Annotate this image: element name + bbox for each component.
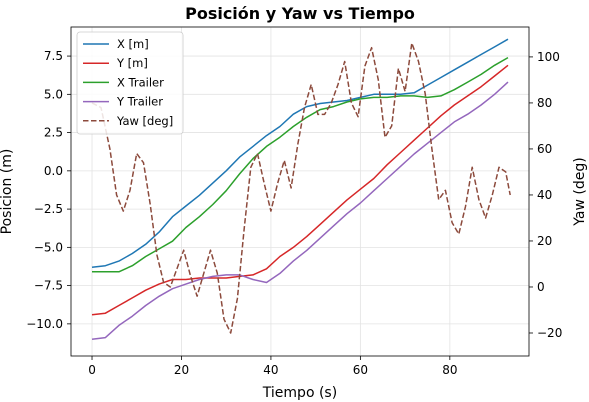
- y2-tick-label: −20: [537, 326, 562, 340]
- y-tick-label: −5.0: [34, 240, 63, 254]
- y2-tick-label: 100: [537, 50, 560, 64]
- legend-label: X Trailer: [117, 75, 164, 89]
- chart-title: Posición y Yaw vs Tiempo: [185, 4, 415, 23]
- x-tick-label: 80: [442, 363, 457, 377]
- y-tick-label: −2.5: [34, 202, 63, 216]
- x-axis-title: Tiempo (s): [262, 385, 337, 401]
- legend-label: Y Trailer: [116, 95, 163, 109]
- legend-label: Y [m]: [116, 56, 148, 70]
- y2-tick-label: 40: [537, 188, 552, 202]
- plot-frame: [70, 26, 530, 357]
- y-tick-label: −7.5: [34, 279, 63, 293]
- y-tick-label: 5.0: [44, 87, 63, 101]
- x-tick-label: 0: [88, 363, 96, 377]
- legend-label: X [m]: [117, 37, 149, 51]
- y2-tick-label: 60: [537, 142, 552, 156]
- y2-tick-label: 20: [537, 234, 552, 248]
- y2-axis-title: Yaw (deg): [572, 157, 588, 226]
- legend: X [m] Y [m] X Trailer Y Trailer Yaw [deg]: [76, 31, 184, 135]
- y-tick-label: −10.0: [26, 317, 63, 331]
- y-tick-label: 0.0: [44, 164, 63, 178]
- series-line-x-m: [91, 38, 509, 268]
- x-tick-label: 60: [353, 363, 368, 377]
- y-tick-label: 7.5: [44, 49, 63, 63]
- x-tick-label: 40: [263, 363, 278, 377]
- y2-tick-label: 0: [537, 280, 545, 294]
- series-line-yaw-deg: [91, 42, 511, 334]
- series-line-y-m: [91, 64, 509, 316]
- y-axis-title: Posicion (m): [0, 149, 15, 235]
- y-tick-label: 2.5: [44, 126, 63, 140]
- y2-tick-label: 80: [537, 96, 552, 110]
- series-line-y-trailer: [91, 81, 509, 340]
- series-layer: [91, 38, 511, 340]
- x-tick-label: 20: [174, 363, 189, 377]
- axis-layer: 0 20 40 60 80 −10.0 −7.5 −5.0 −2.5 0.0 2.5 5.0 7.5 −2…: [26, 49, 562, 377]
- legend-label: Yaw [deg]: [116, 114, 173, 128]
- legend-box: [76, 31, 184, 135]
- series-line-x-trailer: [92, 56, 509, 273]
